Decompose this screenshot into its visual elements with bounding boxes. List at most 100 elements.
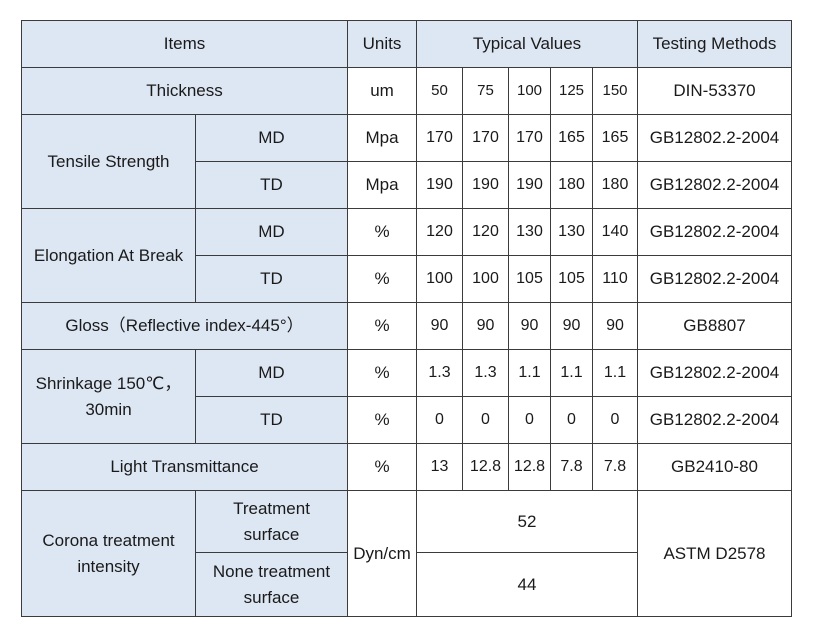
tensile-td-method: GB12802.2-2004 — [637, 161, 792, 209]
tensile-md-value: 165 — [550, 114, 593, 162]
corona-label: Corona treatment intensity — [21, 490, 196, 617]
elongation-td-value: 105 — [508, 255, 551, 303]
corona-untreated-line1: None treatment — [212, 561, 331, 581]
light-value: 12.8 — [508, 443, 551, 491]
tensile-md-value: 170 — [508, 114, 551, 162]
tensile-md-value: 170 — [416, 114, 463, 162]
corona-method: ASTM D2578 — [637, 490, 792, 617]
elongation-md-unit: % — [347, 208, 417, 256]
thickness-unit: um — [347, 67, 417, 115]
tensile-td-unit: Mpa — [347, 161, 417, 209]
light-method: GB2410-80 — [637, 443, 792, 491]
tensile-td-value: 180 — [592, 161, 638, 209]
light-unit: % — [347, 443, 417, 491]
header-units: Units — [347, 20, 417, 68]
corona-treated-label: Treatment surface — [195, 490, 348, 553]
tensile-md-label: MD — [195, 114, 348, 162]
corona-label-line1: Corona treatment — [42, 530, 175, 550]
thickness-value: 75 — [462, 67, 509, 115]
shrinkage-td-value: 0 — [508, 396, 551, 444]
corona-untreated-line2: surface — [243, 587, 300, 607]
shrinkage-md-value: 1.3 — [416, 349, 463, 397]
corona-treated-line2: surface — [243, 524, 300, 544]
tensile-td-value: 180 — [550, 161, 593, 209]
corona-treated-line1: Treatment — [233, 498, 310, 518]
elongation-md-label: MD — [195, 208, 348, 256]
tensile-td-row: TD Mpa 190 190 190 180 180 GB12802.2-200… — [22, 161, 792, 209]
gloss-value: 90 — [508, 302, 551, 350]
elongation-td-method: GB12802.2-2004 — [637, 255, 792, 303]
gloss-value: 90 — [550, 302, 593, 350]
light-label: Light Transmittance — [21, 443, 348, 491]
corona-untreated-label: None treatment surface — [195, 552, 348, 617]
gloss-row: Gloss（Reflective index-445°） % 90 90 90 … — [21, 302, 792, 350]
shrinkage-md-row: Shrinkage 150℃， 30min MD % 1.3 1.3 1.1 1… — [21, 349, 792, 444]
corona-untreated-row: None treatment surface 44 — [22, 552, 792, 617]
elongation-md-value: 130 — [508, 208, 551, 256]
gloss-method: GB8807 — [637, 302, 792, 350]
light-value: 7.8 — [592, 443, 638, 491]
shrinkage-td-label: TD — [195, 396, 348, 444]
shrinkage-label: Shrinkage 150℃， 30min — [21, 349, 196, 444]
thickness-value: 150 — [592, 67, 638, 115]
corona-unit: Dyn/cm — [347, 490, 417, 617]
shrinkage-label-line1: Shrinkage 150℃， — [35, 373, 182, 393]
corona-treated-row: Corona treatment intensity Treatment sur… — [21, 490, 792, 617]
shrinkage-td-method: GB12802.2-2004 — [637, 396, 792, 444]
shrinkage-md-method: GB12802.2-2004 — [637, 349, 792, 397]
corona-treated-value: 52 — [416, 490, 638, 553]
shrinkage-td-value: 0 — [592, 396, 638, 444]
shrinkage-md-value: 1.3 — [462, 349, 509, 397]
elongation-md-row: Elongation At Break MD % 120 120 130 130… — [21, 208, 792, 303]
shrinkage-md-unit: % — [347, 349, 417, 397]
corona-label-line2: intensity — [77, 556, 140, 576]
elongation-md-value: 120 — [416, 208, 463, 256]
shrinkage-td-row: TD % 0 0 0 0 0 GB12802.2-2004 — [22, 396, 792, 444]
header-items: Items — [21, 20, 348, 68]
header-typical-values: Typical Values — [416, 20, 638, 68]
tensile-td-value: 190 — [416, 161, 463, 209]
elongation-md-value: 130 — [550, 208, 593, 256]
tensile-md-row: Tensile Strength MD Mpa 170 170 170 165 … — [21, 114, 792, 209]
elongation-td-value: 100 — [462, 255, 509, 303]
thickness-label: Thickness — [21, 67, 348, 115]
shrinkage-td-value: 0 — [462, 396, 509, 444]
elongation-md-value: 120 — [462, 208, 509, 256]
elongation-td-label: TD — [195, 255, 348, 303]
thickness-value: 50 — [416, 67, 463, 115]
light-value: 12.8 — [462, 443, 509, 491]
shrinkage-td-value: 0 — [550, 396, 593, 444]
shrinkage-td-value: 0 — [416, 396, 463, 444]
tensile-td-value: 190 — [462, 161, 509, 209]
shrinkage-td-unit: % — [347, 396, 417, 444]
tensile-td-label: TD — [195, 161, 348, 209]
tensile-label: Tensile Strength — [21, 114, 196, 209]
light-value: 7.8 — [550, 443, 593, 491]
thickness-row: Thickness um 50 75 100 125 150 DIN-53370 — [21, 67, 792, 115]
gloss-value: 90 — [462, 302, 509, 350]
elongation-label: Elongation At Break — [21, 208, 196, 303]
tensile-md-value: 170 — [462, 114, 509, 162]
gloss-value: 90 — [592, 302, 638, 350]
elongation-td-value: 110 — [592, 255, 638, 303]
shrinkage-label-line2: 30min — [85, 399, 132, 419]
gloss-unit: % — [347, 302, 417, 350]
header-testing-methods: Testing Methods — [637, 20, 792, 68]
light-value: 13 — [416, 443, 463, 491]
tensile-md-value: 165 — [592, 114, 638, 162]
tensile-md-method: GB12802.2-2004 — [637, 114, 792, 162]
corona-untreated-value: 44 — [416, 552, 638, 617]
elongation-md-method: GB12802.2-2004 — [637, 208, 792, 256]
thickness-method: DIN-53370 — [637, 67, 792, 115]
specifications-table: Items Units Typical Values Testing Metho… — [21, 20, 792, 617]
shrinkage-md-value: 1.1 — [592, 349, 638, 397]
light-row: Light Transmittance % 13 12.8 12.8 7.8 7… — [21, 443, 792, 491]
elongation-td-value: 100 — [416, 255, 463, 303]
elongation-td-unit: % — [347, 255, 417, 303]
gloss-label: Gloss（Reflective index-445°） — [21, 302, 348, 350]
shrinkage-md-value: 1.1 — [550, 349, 593, 397]
shrinkage-md-label: MD — [195, 349, 348, 397]
elongation-td-value: 105 — [550, 255, 593, 303]
thickness-value: 125 — [550, 67, 593, 115]
elongation-md-value: 140 — [592, 208, 638, 256]
